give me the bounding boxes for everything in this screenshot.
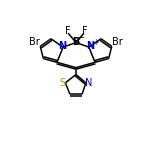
Text: Br: Br [112, 37, 123, 47]
Text: N: N [85, 78, 92, 88]
Text: +: + [92, 38, 98, 47]
Text: N: N [58, 41, 66, 51]
Text: Br: Br [29, 37, 40, 47]
Text: F: F [64, 26, 70, 36]
Text: B: B [72, 37, 80, 47]
Text: F: F [82, 26, 88, 36]
Text: N: N [86, 41, 94, 51]
Text: S: S [60, 78, 66, 88]
Text: −: − [77, 33, 84, 42]
